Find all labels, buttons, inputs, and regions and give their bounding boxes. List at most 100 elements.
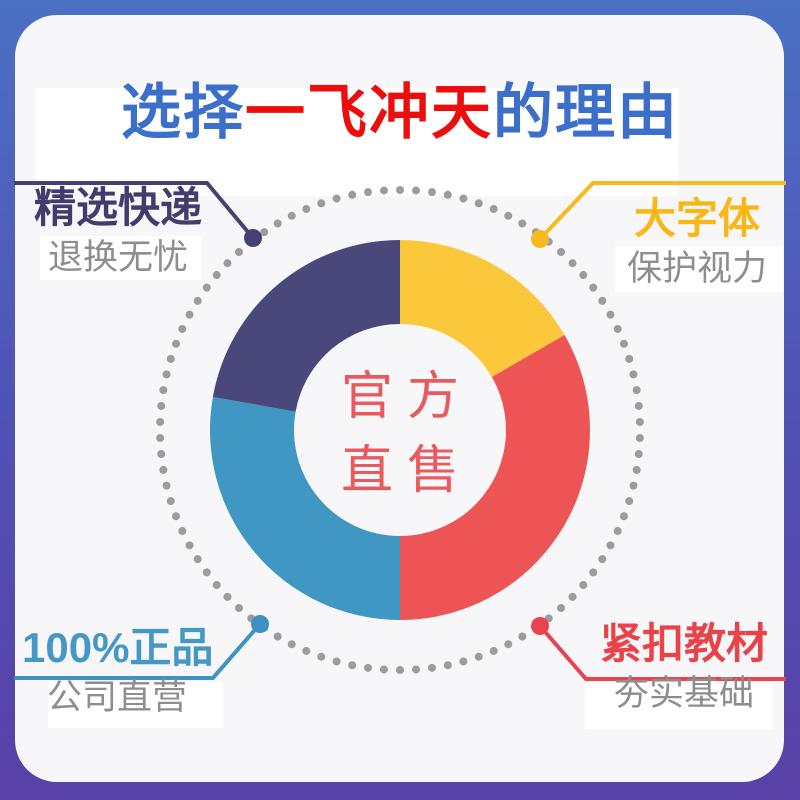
donut-segment-大字体 xyxy=(400,240,565,377)
ring-dot xyxy=(185,310,194,319)
callout-subtitle: 保护视力 xyxy=(626,249,767,289)
title-part-2: 一飞冲天 xyxy=(245,79,493,146)
ring-dot xyxy=(443,661,452,670)
callout-top-right: 大字体 保护视力 xyxy=(612,196,782,289)
callout-subtitle: 夯实基础 xyxy=(613,674,754,714)
donut-segment-紧扣教材 xyxy=(400,335,590,620)
donut-center-line-2: 直售 xyxy=(340,442,473,500)
dotted-circle xyxy=(156,186,644,674)
ring-dot xyxy=(166,354,175,363)
donut-segment-100%正品 xyxy=(209,397,400,620)
ring-dot xyxy=(364,188,373,197)
ring-dot xyxy=(474,199,483,208)
callout-title: 精选快递 xyxy=(33,184,202,231)
donut-center-line-1: 官方 xyxy=(340,368,473,426)
ring-dot xyxy=(579,580,588,589)
connector-line-top-left xyxy=(14,181,255,240)
ring-dot xyxy=(632,465,641,474)
ring-dot xyxy=(202,568,211,577)
ring-dot xyxy=(273,219,282,228)
connector-dot-top-right xyxy=(531,230,549,248)
ring-dot xyxy=(518,632,527,641)
ring-dot xyxy=(185,541,194,550)
ring-dot xyxy=(202,283,211,292)
ring-dot xyxy=(212,271,221,280)
ring-dot xyxy=(598,555,607,564)
backdrop-subtitle-bottom-left xyxy=(48,682,223,728)
ring-dot xyxy=(379,186,388,195)
backdrop-subtitle-top-left xyxy=(40,236,202,280)
ring-dot xyxy=(504,640,513,649)
ring-dot xyxy=(235,603,244,612)
ring-dot xyxy=(348,190,357,199)
ring-dot xyxy=(159,386,168,395)
title-part-3: 的理由 xyxy=(493,79,679,146)
callout-bottom-left: 100%正品 公司直营 xyxy=(22,625,213,717)
ring-dot xyxy=(579,271,588,280)
ring-dot xyxy=(619,339,628,348)
ring-dot xyxy=(332,657,341,666)
ring-dot xyxy=(459,657,468,666)
ring-dot xyxy=(157,401,166,410)
ring-dot xyxy=(568,259,577,268)
ring-dot xyxy=(178,324,187,333)
ring-dot xyxy=(568,592,577,601)
ring-dot xyxy=(260,228,269,237)
ring-dot xyxy=(589,283,598,292)
backdrop-subtitle-bottom-right xyxy=(585,683,772,729)
connector-line-bottom-left xyxy=(14,622,262,680)
ring-dot xyxy=(635,417,644,426)
ring-dot xyxy=(348,661,357,670)
ring-dot xyxy=(273,632,282,641)
ring-dot xyxy=(364,663,373,672)
connector-dot-bottom-left xyxy=(251,615,269,633)
connector-line-bottom-right xyxy=(538,624,786,681)
ring-dot xyxy=(317,652,326,661)
connector-line-top-right xyxy=(538,181,786,241)
ring-dot xyxy=(212,580,221,589)
ring-dot xyxy=(634,401,643,410)
ring-dot xyxy=(396,186,404,194)
ring-dot xyxy=(504,211,513,220)
backdrop-title xyxy=(36,88,678,196)
ring-dot xyxy=(613,324,622,333)
ring-dot xyxy=(443,190,452,199)
ring-dot xyxy=(178,527,187,536)
donut-chart xyxy=(209,240,590,620)
ring-dot xyxy=(625,497,634,506)
connector-dot-bottom-right xyxy=(531,617,549,635)
ring-dot xyxy=(172,512,181,521)
ring-dot xyxy=(629,481,638,490)
callout-title: 紧扣教材 xyxy=(599,620,768,667)
ring-dot xyxy=(427,663,436,672)
ring-dot xyxy=(162,481,171,490)
ring-dot xyxy=(459,194,468,203)
donut-center-label: 官方 直售 xyxy=(290,360,510,508)
ring-dot xyxy=(606,310,615,319)
ring-dot xyxy=(193,555,202,564)
callout-top-left: 精选快递 退换无忧 xyxy=(18,184,218,277)
ring-dot xyxy=(166,497,175,506)
ring-dot xyxy=(634,450,643,459)
ring-dot xyxy=(223,259,232,268)
ring-dot xyxy=(606,541,615,550)
ring-dot xyxy=(156,434,165,443)
ring-dot xyxy=(287,211,296,220)
ring-dot xyxy=(613,527,622,536)
ring-dot xyxy=(302,205,311,214)
ring-dot xyxy=(489,205,498,214)
ring-dot xyxy=(379,665,388,674)
ring-dot xyxy=(625,354,634,363)
title-part-1: 选择 xyxy=(121,79,245,146)
ring-dot xyxy=(159,465,168,474)
ring-dot xyxy=(619,512,628,521)
ring-dot xyxy=(556,603,565,612)
backdrop-subtitle-top-right xyxy=(615,246,783,292)
ring-dot xyxy=(518,219,527,228)
page-title: 选择一飞冲天的理由 xyxy=(0,64,800,151)
ring-dot xyxy=(193,296,202,305)
ring-dot xyxy=(172,339,181,348)
ring-dot xyxy=(556,248,565,257)
callout-bottom-right: 紧扣教材 夯实基础 xyxy=(594,620,774,714)
